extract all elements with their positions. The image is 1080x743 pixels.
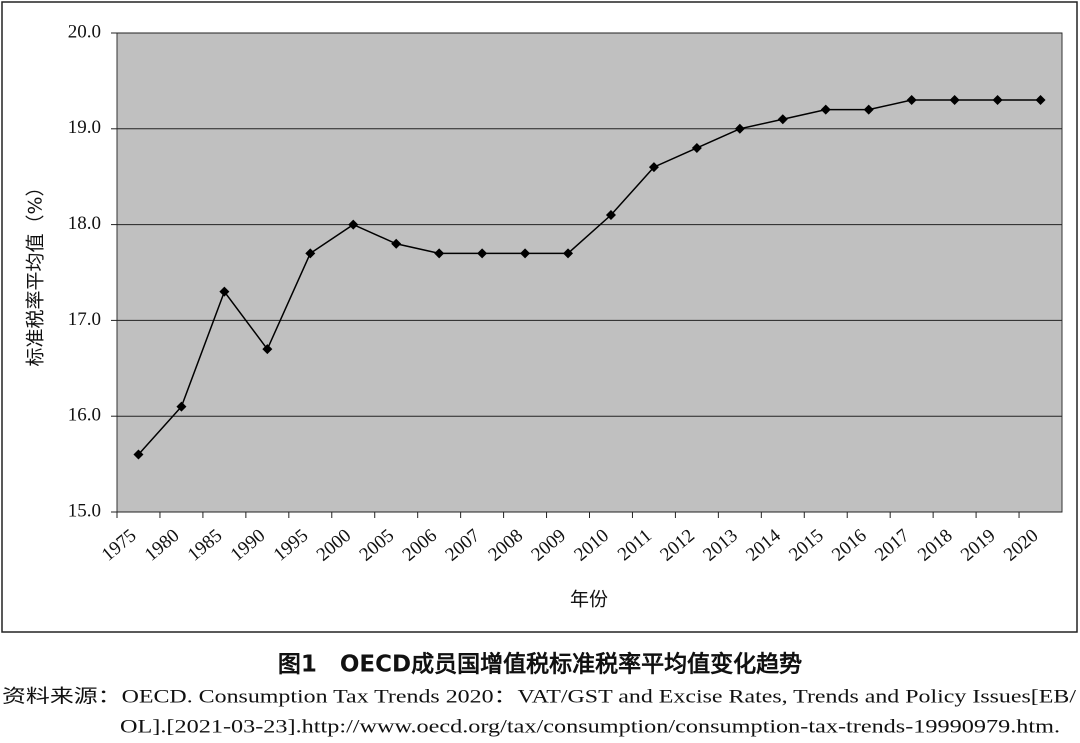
marker xyxy=(906,95,917,106)
marker xyxy=(992,95,1003,106)
source-line: 资料来源：OECD. Consumption Tax Trends 2020：V… xyxy=(2,686,1077,707)
marker xyxy=(477,248,488,259)
marker xyxy=(520,248,531,259)
marker xyxy=(219,286,230,297)
marker xyxy=(1035,95,1046,106)
caption: 图1 OECD成员国增值税标准税率平均值变化趋势 xyxy=(278,651,802,678)
marker xyxy=(348,219,359,230)
plot-area xyxy=(116,32,1063,513)
y-tick-label: 15.0 xyxy=(68,500,101,521)
marker xyxy=(605,210,616,221)
marker xyxy=(262,344,273,355)
y-tick-label: 20.0 xyxy=(68,21,101,42)
marker xyxy=(563,248,574,259)
marker xyxy=(820,104,831,115)
marker xyxy=(863,104,874,115)
y-tick-label: 17.0 xyxy=(68,309,101,330)
marker xyxy=(133,449,144,460)
marker xyxy=(176,401,187,412)
y-tick-label: 19.0 xyxy=(68,117,101,138)
source-line: OL].[2021-03-23].http://www.oecd.org/tax… xyxy=(120,717,1060,737)
marker xyxy=(777,114,788,125)
marker xyxy=(305,248,316,259)
marker xyxy=(648,162,659,173)
y-tick-label: 18.0 xyxy=(68,213,101,234)
marker xyxy=(734,123,745,134)
marker xyxy=(691,142,702,153)
marker xyxy=(949,95,960,106)
x-axis-title: 年份 xyxy=(570,589,608,611)
marker xyxy=(434,248,445,259)
line xyxy=(137,99,1041,456)
y-axis-title: 标准税率平均值（%） xyxy=(25,177,47,366)
marker xyxy=(391,238,402,249)
y-tick-label: 16.0 xyxy=(68,405,101,426)
